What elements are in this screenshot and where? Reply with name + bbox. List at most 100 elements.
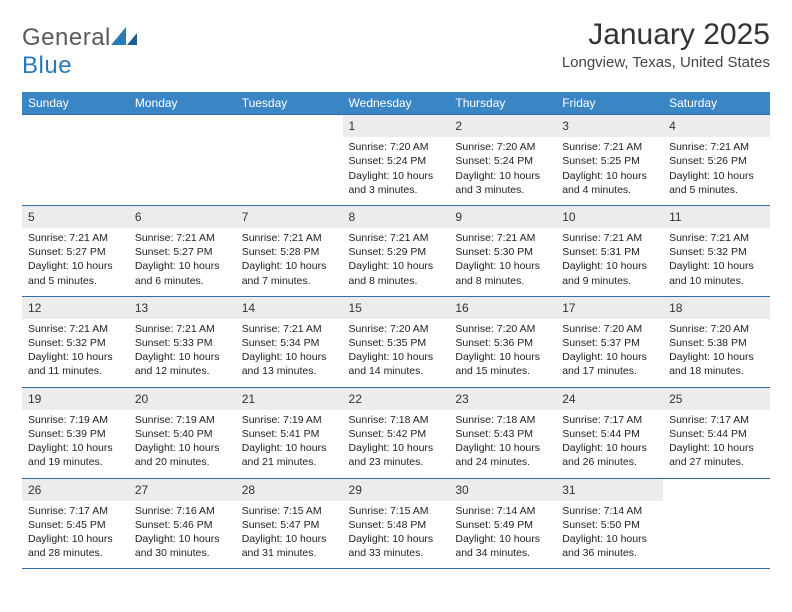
day-info: Sunrise: 7:17 AMSunset: 5:45 PMDaylight:… bbox=[22, 501, 129, 569]
day-cell: 22Sunrise: 7:18 AMSunset: 5:42 PMDayligh… bbox=[343, 387, 450, 478]
info-line: Sunset: 5:32 PM bbox=[28, 336, 123, 350]
week-row: 19Sunrise: 7:19 AMSunset: 5:39 PMDayligh… bbox=[22, 387, 770, 478]
day-number bbox=[663, 479, 770, 495]
info-line: and 17 minutes. bbox=[562, 364, 657, 378]
info-line: Sunset: 5:45 PM bbox=[28, 518, 123, 532]
day-cell: 21Sunrise: 7:19 AMSunset: 5:41 PMDayligh… bbox=[236, 387, 343, 478]
day-info: Sunrise: 7:21 AMSunset: 5:27 PMDaylight:… bbox=[22, 228, 129, 296]
day-info: Sunrise: 7:20 AMSunset: 5:24 PMDaylight:… bbox=[449, 137, 556, 205]
info-line: Daylight: 10 hours bbox=[562, 350, 657, 364]
day-number: 6 bbox=[129, 206, 236, 228]
info-line: Daylight: 10 hours bbox=[669, 259, 764, 273]
info-line: and 8 minutes. bbox=[455, 274, 550, 288]
day-number: 14 bbox=[236, 297, 343, 319]
info-line: and 34 minutes. bbox=[455, 546, 550, 560]
info-line: Sunset: 5:33 PM bbox=[135, 336, 230, 350]
day-number: 9 bbox=[449, 206, 556, 228]
info-line: Daylight: 10 hours bbox=[455, 350, 550, 364]
day-cell: 7Sunrise: 7:21 AMSunset: 5:28 PMDaylight… bbox=[236, 205, 343, 296]
day-cell bbox=[129, 115, 236, 206]
week-row: 1Sunrise: 7:20 AMSunset: 5:24 PMDaylight… bbox=[22, 115, 770, 206]
info-line: Daylight: 10 hours bbox=[28, 441, 123, 455]
brand-text: General Blue bbox=[22, 24, 137, 80]
info-line: Sunrise: 7:21 AM bbox=[349, 231, 444, 245]
calendar-thead: Sunday Monday Tuesday Wednesday Thursday… bbox=[22, 92, 770, 115]
info-line: Sunrise: 7:21 AM bbox=[28, 231, 123, 245]
info-line: Sunrise: 7:19 AM bbox=[28, 413, 123, 427]
info-line: and 3 minutes. bbox=[455, 183, 550, 197]
info-line: and 19 minutes. bbox=[28, 455, 123, 469]
info-line: Daylight: 10 hours bbox=[135, 259, 230, 273]
day-cell: 4Sunrise: 7:21 AMSunset: 5:26 PMDaylight… bbox=[663, 115, 770, 206]
day-info: Sunrise: 7:19 AMSunset: 5:41 PMDaylight:… bbox=[236, 410, 343, 478]
info-line: and 10 minutes. bbox=[669, 274, 764, 288]
day-cell: 25Sunrise: 7:17 AMSunset: 5:44 PMDayligh… bbox=[663, 387, 770, 478]
info-line: and 11 minutes. bbox=[28, 364, 123, 378]
info-line: Sunrise: 7:20 AM bbox=[669, 322, 764, 336]
day-cell: 27Sunrise: 7:16 AMSunset: 5:46 PMDayligh… bbox=[129, 478, 236, 569]
info-line: Daylight: 10 hours bbox=[349, 532, 444, 546]
info-line: Daylight: 10 hours bbox=[562, 532, 657, 546]
info-line: and 13 minutes. bbox=[242, 364, 337, 378]
day-info: Sunrise: 7:15 AMSunset: 5:47 PMDaylight:… bbox=[236, 501, 343, 569]
day-number: 7 bbox=[236, 206, 343, 228]
day-cell: 15Sunrise: 7:20 AMSunset: 5:35 PMDayligh… bbox=[343, 296, 450, 387]
info-line: Sunset: 5:24 PM bbox=[349, 154, 444, 168]
info-line: Sunset: 5:42 PM bbox=[349, 427, 444, 441]
day-cell: 26Sunrise: 7:17 AMSunset: 5:45 PMDayligh… bbox=[22, 478, 129, 569]
info-line: Sunrise: 7:20 AM bbox=[349, 140, 444, 154]
day-number: 13 bbox=[129, 297, 236, 319]
info-line: Daylight: 10 hours bbox=[28, 259, 123, 273]
info-line: Sunset: 5:37 PM bbox=[562, 336, 657, 350]
info-line: Sunrise: 7:21 AM bbox=[242, 322, 337, 336]
info-line: Sunset: 5:34 PM bbox=[242, 336, 337, 350]
info-line: and 24 minutes. bbox=[455, 455, 550, 469]
info-line: and 18 minutes. bbox=[669, 364, 764, 378]
info-line: Sunset: 5:35 PM bbox=[349, 336, 444, 350]
info-line: Sunrise: 7:21 AM bbox=[669, 140, 764, 154]
info-line: and 14 minutes. bbox=[349, 364, 444, 378]
day-number: 20 bbox=[129, 388, 236, 410]
day-cell: 1Sunrise: 7:20 AMSunset: 5:24 PMDaylight… bbox=[343, 115, 450, 206]
info-line: Sunrise: 7:20 AM bbox=[349, 322, 444, 336]
info-line: and 28 minutes. bbox=[28, 546, 123, 560]
day-number: 15 bbox=[343, 297, 450, 319]
location: Longview, Texas, United States bbox=[562, 54, 770, 71]
day-cell: 30Sunrise: 7:14 AMSunset: 5:49 PMDayligh… bbox=[449, 478, 556, 569]
info-line: Daylight: 10 hours bbox=[242, 532, 337, 546]
day-number: 2 bbox=[449, 115, 556, 137]
info-line: Sunset: 5:30 PM bbox=[455, 245, 550, 259]
info-line: Sunrise: 7:16 AM bbox=[135, 504, 230, 518]
info-line: and 36 minutes. bbox=[562, 546, 657, 560]
info-line: Sunrise: 7:17 AM bbox=[669, 413, 764, 427]
info-line: and 15 minutes. bbox=[455, 364, 550, 378]
day-info: Sunrise: 7:21 AMSunset: 5:32 PMDaylight:… bbox=[663, 228, 770, 296]
day-info: Sunrise: 7:17 AMSunset: 5:44 PMDaylight:… bbox=[556, 410, 663, 478]
day-number: 12 bbox=[22, 297, 129, 319]
day-number: 21 bbox=[236, 388, 343, 410]
info-line: Sunset: 5:27 PM bbox=[28, 245, 123, 259]
info-line: Sunset: 5:25 PM bbox=[562, 154, 657, 168]
info-line: Sunrise: 7:20 AM bbox=[455, 322, 550, 336]
info-line: Sunrise: 7:19 AM bbox=[135, 413, 230, 427]
info-line: Sunrise: 7:21 AM bbox=[135, 231, 230, 245]
info-line: Sunrise: 7:15 AM bbox=[349, 504, 444, 518]
info-line: Sunset: 5:39 PM bbox=[28, 427, 123, 441]
day-number: 18 bbox=[663, 297, 770, 319]
info-line: Sunset: 5:47 PM bbox=[242, 518, 337, 532]
day-cell: 11Sunrise: 7:21 AMSunset: 5:32 PMDayligh… bbox=[663, 205, 770, 296]
info-line: and 23 minutes. bbox=[349, 455, 444, 469]
weekday-header: Friday bbox=[556, 92, 663, 115]
day-cell: 8Sunrise: 7:21 AMSunset: 5:29 PMDaylight… bbox=[343, 205, 450, 296]
day-cell: 23Sunrise: 7:18 AMSunset: 5:43 PMDayligh… bbox=[449, 387, 556, 478]
info-line: Daylight: 10 hours bbox=[135, 350, 230, 364]
info-line: Daylight: 10 hours bbox=[455, 169, 550, 183]
info-line: Sunset: 5:28 PM bbox=[242, 245, 337, 259]
info-line: Daylight: 10 hours bbox=[28, 350, 123, 364]
info-line: Daylight: 10 hours bbox=[669, 169, 764, 183]
info-line: Sunset: 5:27 PM bbox=[135, 245, 230, 259]
calendar-page: General Blue January 2025 Longview, Texa… bbox=[0, 0, 792, 612]
info-line: Sunrise: 7:21 AM bbox=[135, 322, 230, 336]
day-info bbox=[663, 495, 770, 511]
day-info bbox=[236, 131, 343, 147]
